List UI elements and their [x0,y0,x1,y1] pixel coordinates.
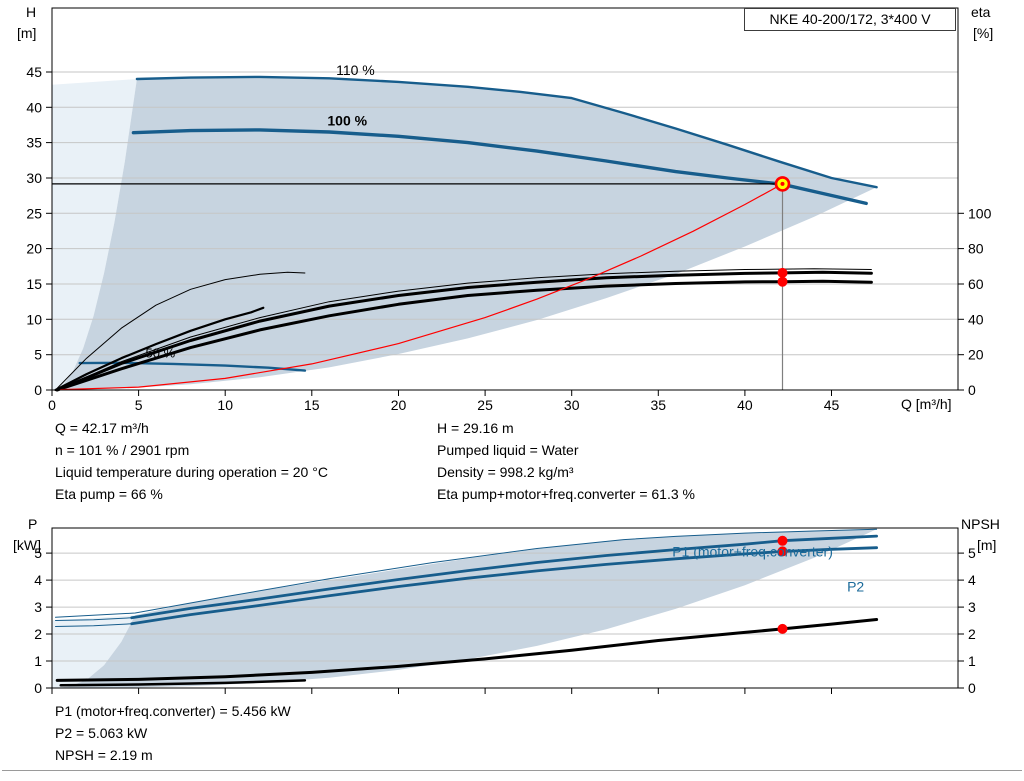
series-curve-110pct [135,75,878,189]
info-line-speed: n = 101 % / 2901 rpm [55,442,190,458]
tick-label-left: 10 [26,311,42,327]
operating-point-right-column: H = 29.16 m Pumped liquid = Water Densit… [437,417,695,505]
axis-title-q: Q [m³/h] [901,396,952,412]
tick-label-x: 45 [824,397,840,413]
tick-label-x: 25 [477,397,493,413]
plot-border-power-npsh-chart [51,527,959,689]
series-npsh-curve [55,618,879,682]
eta-pump-marker [777,267,788,278]
tick-label-left: 0 [34,680,42,696]
envelope-light [52,615,136,688]
series-p1-110pct [55,528,878,618]
info-line-eta-total: Eta pump+motor+freq.converter = 61.3 % [437,486,695,502]
axis-unit-m: [m] [17,25,37,41]
tick-label-x: 30 [564,397,580,413]
speed-100-label: 100 % [327,113,367,129]
tick-label-right: 3 [968,599,976,615]
tick-label-left: 45 [26,64,42,80]
axis-title-h: H [26,4,37,20]
series-eta-pump-50pct [55,271,306,391]
tick-label-left: 40 [26,99,42,115]
tick-label-left: 5 [34,347,42,363]
axis-unit-kw: [kW] [13,537,41,553]
axis-title-npsh: NPSH [961,516,1000,532]
speed-110-label: 110 % [336,62,375,78]
tick-label-x: 15 [304,397,320,413]
info-line-head: H = 29.16 m [437,420,514,436]
tick-label-left: 20 [26,241,42,257]
info-line-eta-pump: Eta pump = 66 % [55,486,163,502]
tick-label-right: 1 [968,653,976,669]
series-system-curve [60,183,784,391]
series-eta-total [55,279,873,392]
results-block: P1 (motor+freq.converter) = 5.456 kW P2 … [55,700,291,766]
tick-label-x: 10 [217,397,233,413]
tick-label-right: 100 [968,205,992,221]
series-npsh-50pct [59,679,307,687]
speed-50-label: 50 % [146,346,176,361]
operating-point-left-column: Q = 42.17 m³/h n = 101 % / 2901 rpm Liqu… [55,417,328,505]
p1-marker [777,535,788,546]
tick-label-right: 60 [968,276,984,292]
axis-title-eta: eta [971,4,991,20]
tick-label-left: 4 [34,572,42,588]
tick-label-left: 25 [26,205,42,221]
axis-unit-npsh-m: [m] [977,537,997,553]
tick-label-right: 4 [968,572,976,588]
series-curve-50pct [78,361,307,372]
info-line-p1: P1 (motor+freq.converter) = 5.456 kW [55,703,291,719]
footer-divider [2,770,1022,771]
series-p2-lead [55,623,133,627]
series-eta-total-50pct [54,306,265,392]
tick-label-x: 35 [651,397,667,413]
tick-label-right: 0 [968,382,976,398]
info-line-p2: P2 = 5.063 kW [55,725,148,741]
tick-label-right: 80 [968,241,984,257]
tick-label-x: 5 [135,397,143,413]
tick-label-left: 0 [34,382,42,398]
tick-label-right: 2 [968,626,976,642]
tick-label-left: 15 [26,276,42,292]
tick-label-left: 1 [34,653,42,669]
operating-envelope [55,76,877,390]
series-eta-pump-max [56,268,872,391]
series-p1-lead [55,617,133,621]
operating-envelope [57,529,877,688]
p2-marker [777,546,788,557]
envelope-light [52,79,137,390]
tick-label-left: 35 [26,135,42,151]
tick-label-right: 0 [968,680,976,696]
p1-label: P1 (motor+freq.converter) [672,544,833,560]
tick-label-x: 0 [48,397,56,413]
tick-label-left: 5 [34,545,42,561]
tick-label-x: 20 [391,397,407,413]
tick-label-right: 5 [968,545,976,561]
tick-label-left: 30 [26,170,42,186]
info-line-npsh: NPSH = 2.19 m [55,747,153,763]
axis-unit-percent: [%] [973,25,994,41]
pump-type-label: NKE 40-200/172, 3*400 V [744,8,956,31]
npsh-marker [777,623,788,634]
info-line-liquid: Pumped liquid = Water [437,442,579,458]
tick-label-left: 2 [34,626,42,642]
duty-point-center [780,181,785,186]
tick-label-x: 40 [737,397,753,413]
eta-total-marker [777,276,788,287]
tick-label-right: 40 [968,311,984,327]
info-line-flow: Q = 42.17 m³/h [55,420,149,436]
plot-border-qh-efficiency-chart [51,7,959,391]
axis-title-p: P [28,516,38,532]
info-line-temperature: Liquid temperature during operation = 20… [55,464,328,480]
tick-label-left: 3 [34,599,42,615]
tick-label-right: 20 [968,347,984,363]
info-line-density: Density = 998.2 kg/m³ [437,464,574,480]
p2-label: P2 [847,579,864,595]
series-eta-pump [55,270,873,392]
